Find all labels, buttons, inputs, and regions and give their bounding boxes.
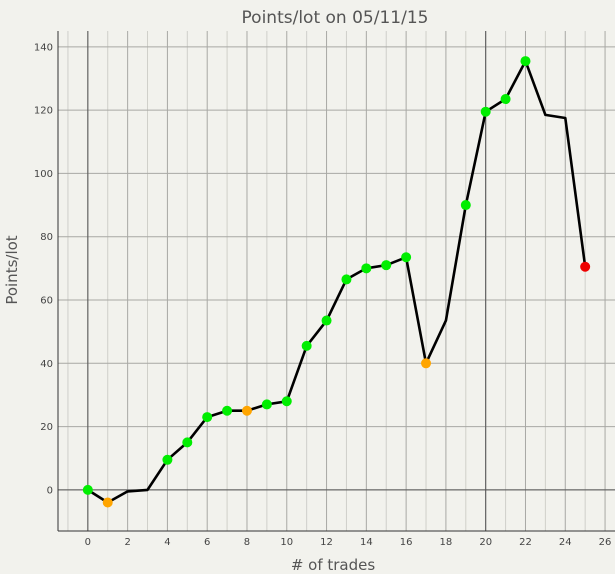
x-tick-label: 4 bbox=[164, 537, 170, 548]
data-point-marker bbox=[202, 412, 213, 423]
y-tick-label: 20 bbox=[40, 422, 53, 433]
x-tick-label: 22 bbox=[519, 537, 532, 548]
y-tick-label: 140 bbox=[34, 42, 53, 53]
data-point-marker bbox=[281, 396, 292, 407]
y-tick-labels: 0 20 40 60 80 100 120 140 bbox=[34, 42, 53, 496]
data-point-marker bbox=[520, 56, 531, 67]
data-point-marker bbox=[162, 454, 173, 465]
y-tick-label: 60 bbox=[40, 295, 53, 306]
data-markers bbox=[82, 56, 591, 508]
series-line bbox=[86, 59, 587, 504]
x-tick-labels: 0 2 4 6 8 10 12 14 16 18 20 22 24 26 bbox=[85, 537, 612, 548]
data-point-marker bbox=[401, 252, 412, 263]
data-point-marker bbox=[222, 405, 233, 416]
x-tick-label: 2 bbox=[124, 537, 130, 548]
data-point-marker bbox=[460, 200, 471, 211]
y-tick-label: 40 bbox=[40, 359, 53, 370]
y-axis-title: Points/lot bbox=[3, 235, 21, 304]
x-tick-label: 16 bbox=[400, 537, 413, 548]
axes bbox=[57, 31, 615, 532]
y-tick-label: 0 bbox=[47, 485, 53, 496]
data-point-marker bbox=[182, 437, 193, 448]
y-tick-label: 120 bbox=[34, 106, 53, 117]
data-point-marker bbox=[102, 497, 113, 508]
data-point-marker bbox=[341, 274, 352, 285]
x-tick-label: 26 bbox=[599, 537, 612, 548]
y-tick-label: 80 bbox=[40, 232, 53, 243]
x-tick-label: 12 bbox=[320, 537, 333, 548]
x-tick-label: 14 bbox=[360, 537, 373, 548]
x-tick-label: 10 bbox=[280, 537, 293, 548]
data-point-marker bbox=[381, 260, 392, 271]
x-tick-label: 24 bbox=[559, 537, 572, 548]
data-point-marker bbox=[241, 405, 252, 416]
data-point-marker bbox=[82, 484, 93, 495]
x-tick-label: 0 bbox=[85, 537, 91, 548]
x-tick-label: 6 bbox=[204, 537, 210, 548]
data-point-marker bbox=[480, 106, 491, 117]
x-tick-label: 8 bbox=[244, 537, 250, 548]
data-point-marker bbox=[421, 358, 432, 369]
data-series bbox=[86, 59, 587, 504]
grid-lines bbox=[58, 31, 615, 531]
x-tick-label: 20 bbox=[479, 537, 492, 548]
y-tick-label: 100 bbox=[34, 169, 53, 180]
data-point-marker bbox=[500, 94, 511, 105]
data-point-marker bbox=[301, 340, 312, 351]
x-tick-label: 18 bbox=[440, 537, 453, 548]
x-axis-title: # of trades bbox=[291, 556, 376, 574]
data-point-marker bbox=[261, 399, 272, 410]
chart-title: Points/lot on 05/11/15 bbox=[242, 8, 429, 28]
data-point-marker bbox=[321, 315, 332, 326]
data-point-marker bbox=[361, 263, 372, 274]
data-point-marker bbox=[580, 261, 591, 272]
